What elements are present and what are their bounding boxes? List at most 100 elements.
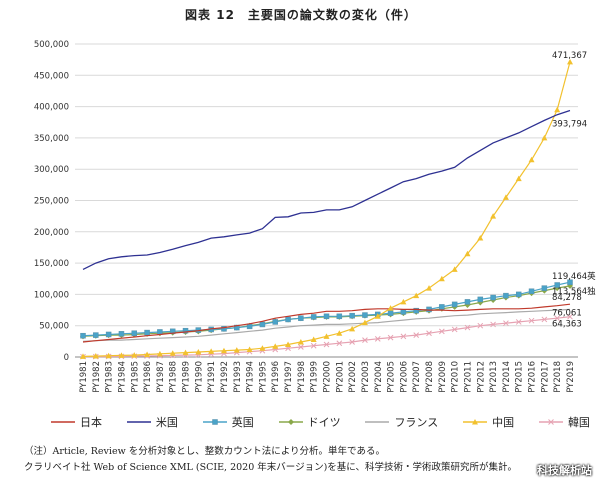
data-point bbox=[323, 313, 330, 320]
data-point bbox=[374, 335, 381, 342]
x-tick-label: PY1983 bbox=[105, 361, 115, 393]
legend-swatch bbox=[463, 419, 488, 425]
data-point bbox=[362, 337, 368, 343]
data-point bbox=[541, 316, 548, 323]
data-point bbox=[80, 332, 86, 339]
x-axis: PY1981 PY1982 PY1983 PY1984 PY1985 PY1986 PY19… bbox=[75, 356, 578, 393]
data-point bbox=[426, 330, 432, 337]
legend-item: 日本 bbox=[50, 414, 102, 430]
y-tick-label: 100,000 bbox=[34, 290, 69, 300]
legend-item: 米国 bbox=[126, 414, 178, 430]
legend-item: フランス bbox=[364, 414, 438, 430]
data-point bbox=[362, 312, 368, 318]
grid-lines bbox=[75, 43, 578, 358]
x-tick-label: PY1984 bbox=[117, 361, 127, 393]
data-point bbox=[221, 326, 227, 332]
data-point bbox=[400, 298, 407, 305]
data-point bbox=[297, 338, 304, 345]
x-tick-label: PY1981 bbox=[79, 361, 89, 393]
data-point bbox=[567, 58, 573, 65]
legend-label: 韓国 bbox=[567, 416, 590, 429]
data-point bbox=[490, 294, 496, 301]
legend-swatch bbox=[51, 421, 75, 423]
end-label: 471,367 bbox=[552, 51, 587, 61]
y-tick-label: 450,000 bbox=[34, 71, 69, 81]
x-tick-label: PY2006 bbox=[399, 361, 409, 393]
data-point bbox=[182, 327, 189, 334]
data-point bbox=[361, 319, 368, 326]
data-point bbox=[477, 322, 484, 329]
x-tick-label: PY2008 bbox=[425, 361, 435, 393]
data-point bbox=[157, 329, 163, 335]
data-point bbox=[477, 235, 484, 241]
y-axis: 0 50,000 100,000 150,000 200,000 250,000 300,0… bbox=[34, 40, 69, 363]
legend-label: 英国 bbox=[231, 416, 254, 429]
series-layer bbox=[80, 58, 573, 360]
data-point bbox=[438, 328, 445, 335]
x-tick-label: PY2014 bbox=[502, 361, 512, 393]
data-point bbox=[323, 333, 330, 339]
data-point bbox=[336, 330, 343, 336]
data-point bbox=[118, 352, 125, 358]
data-point bbox=[541, 285, 548, 291]
data-point bbox=[259, 321, 266, 328]
data-point bbox=[528, 317, 535, 324]
legend-label: フランス bbox=[394, 416, 439, 429]
data-point bbox=[464, 324, 471, 331]
legend-label: 日本 bbox=[80, 416, 102, 429]
y-tick-label: 150,000 bbox=[34, 259, 69, 269]
data-point bbox=[554, 106, 561, 113]
legend-item: ドイツ bbox=[278, 414, 341, 430]
data-point bbox=[287, 419, 294, 425]
data-point bbox=[220, 347, 227, 354]
data-point bbox=[169, 350, 176, 356]
data-point bbox=[234, 324, 240, 331]
x-tick-label: PY2015 bbox=[515, 361, 525, 393]
data-point bbox=[541, 134, 548, 141]
x-tick-label: PY2009 bbox=[438, 361, 448, 393]
data-point bbox=[374, 313, 381, 319]
data-point bbox=[208, 348, 215, 354]
x-tick-label: PY2003 bbox=[361, 361, 371, 393]
notes: （注）Article, Review を分析対象とし、整数カウント法により分析。… bbox=[24, 444, 594, 476]
data-point bbox=[567, 313, 573, 320]
data-point bbox=[554, 282, 560, 288]
data-point bbox=[472, 419, 479, 425]
data-point bbox=[515, 291, 522, 298]
data-point bbox=[567, 279, 573, 285]
data-point bbox=[439, 304, 445, 310]
x-tick-label: PY1994 bbox=[246, 361, 256, 393]
data-point bbox=[285, 341, 292, 347]
note-1: （注）Article, Review を分析対象とし、整数カウント法により分析。… bbox=[24, 446, 385, 457]
data-point bbox=[336, 313, 343, 320]
legend-swatch bbox=[365, 421, 390, 423]
y-tick-label: 400,000 bbox=[34, 103, 69, 113]
data-point bbox=[118, 331, 125, 337]
x-tick-label: PY2016 bbox=[528, 361, 538, 393]
x-tick-label: PY2012 bbox=[476, 361, 486, 393]
x-tick-label: PY1992 bbox=[220, 361, 230, 393]
data-point bbox=[310, 314, 317, 320]
data-point bbox=[387, 305, 394, 311]
x-tick-label: PY1985 bbox=[130, 361, 140, 393]
data-point bbox=[349, 339, 355, 345]
data-point bbox=[80, 353, 86, 359]
x-tick-label: PY2017 bbox=[540, 361, 550, 393]
x-tick-label: PY1986 bbox=[143, 361, 153, 393]
legend: 日本 米国 英国 ドイツ フランス 中国 韓国 bbox=[50, 414, 590, 430]
data-point bbox=[400, 333, 407, 340]
end-label: 393,794 bbox=[552, 119, 587, 129]
data-point bbox=[451, 326, 458, 333]
data-point bbox=[156, 350, 163, 357]
data-point bbox=[323, 341, 330, 348]
series-line bbox=[82, 303, 571, 343]
y-tick-label: 300,000 bbox=[34, 165, 69, 175]
data-point bbox=[272, 343, 279, 349]
data-point bbox=[195, 348, 202, 355]
legend-item: 韓国 bbox=[538, 414, 590, 430]
end-label: 76,061 bbox=[552, 308, 582, 318]
data-point bbox=[438, 275, 445, 282]
x-tick-label: PY2001 bbox=[335, 361, 345, 393]
x-tick-label: PY2010 bbox=[451, 361, 461, 393]
